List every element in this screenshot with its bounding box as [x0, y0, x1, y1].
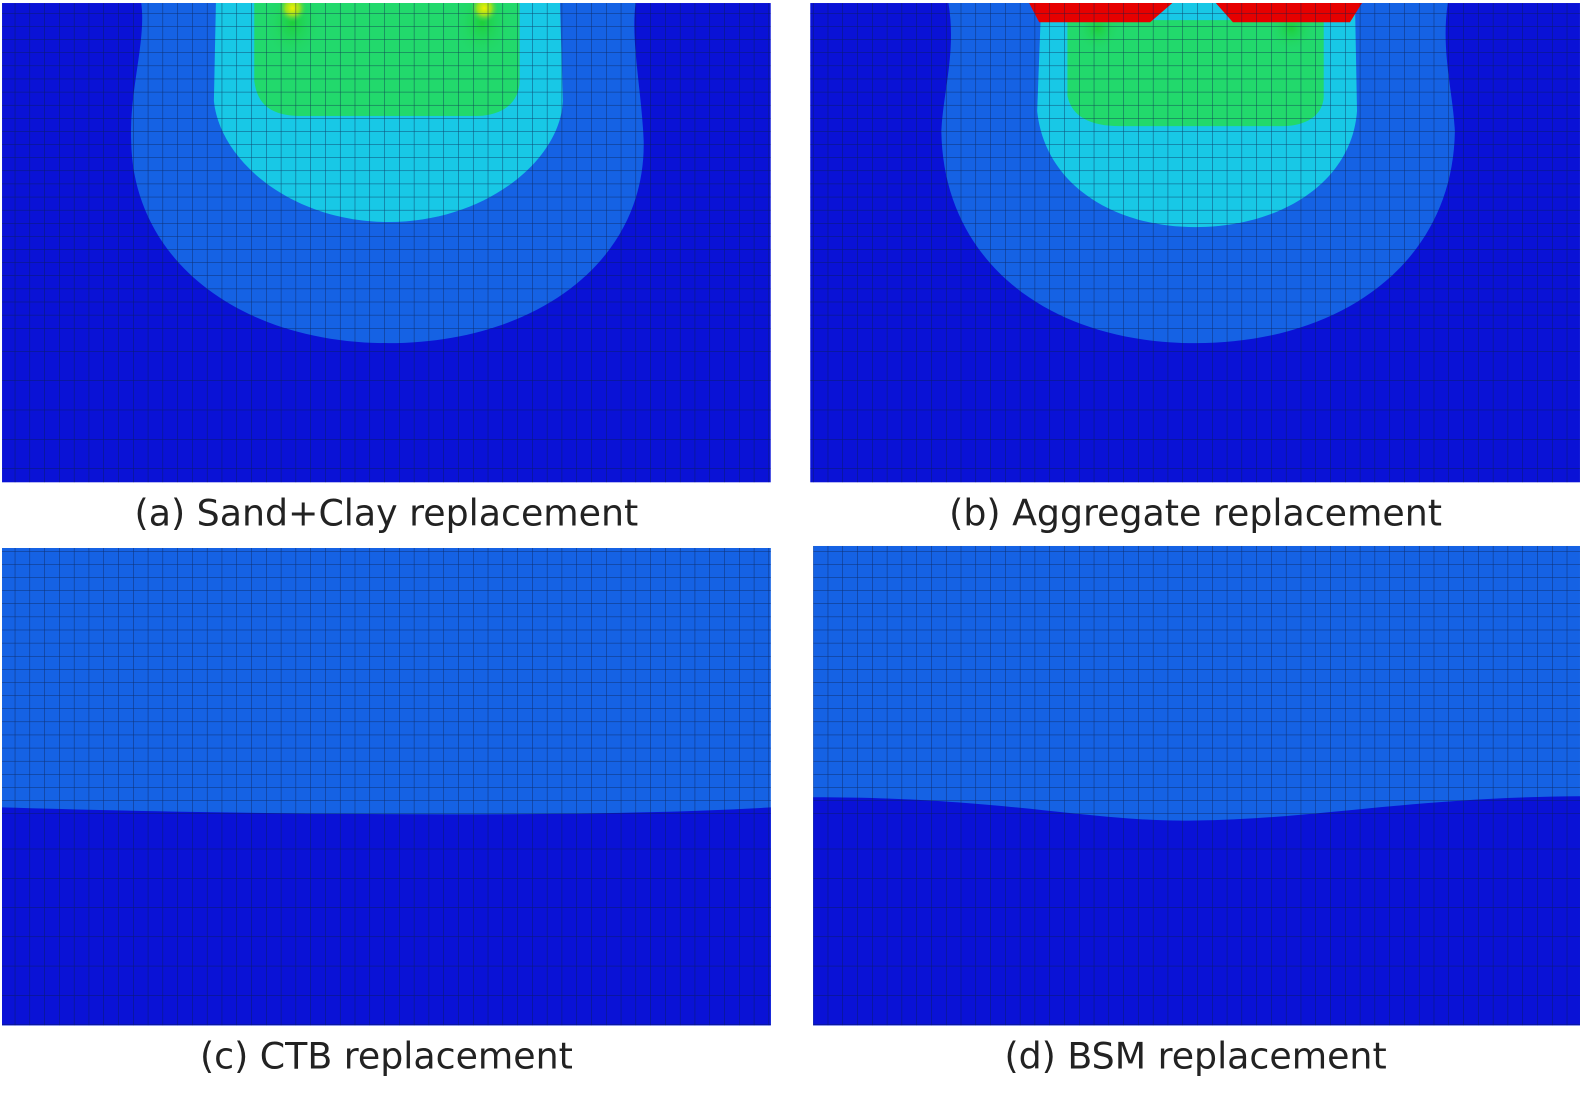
panel-a [2, 3, 771, 483]
mesh [810, 336, 1580, 483]
panel-b [810, 3, 1580, 483]
panel-d [813, 545, 1580, 1026]
mesh [2, 3, 771, 337]
caption: (c) CTB replacement [200, 1035, 573, 1078]
caption: (d) BSM replacement [1004, 1035, 1386, 1078]
mesh [2, 336, 771, 483]
caption: (a) Sand+Clay replacement [135, 492, 639, 535]
mesh [810, 3, 1580, 337]
mesh [2, 548, 771, 821]
caption: (b) Aggregate replacement [949, 492, 1442, 535]
mesh [813, 545, 1580, 821]
mesh [813, 820, 1580, 1026]
panel-c [2, 548, 771, 1026]
mesh [2, 820, 771, 1026]
